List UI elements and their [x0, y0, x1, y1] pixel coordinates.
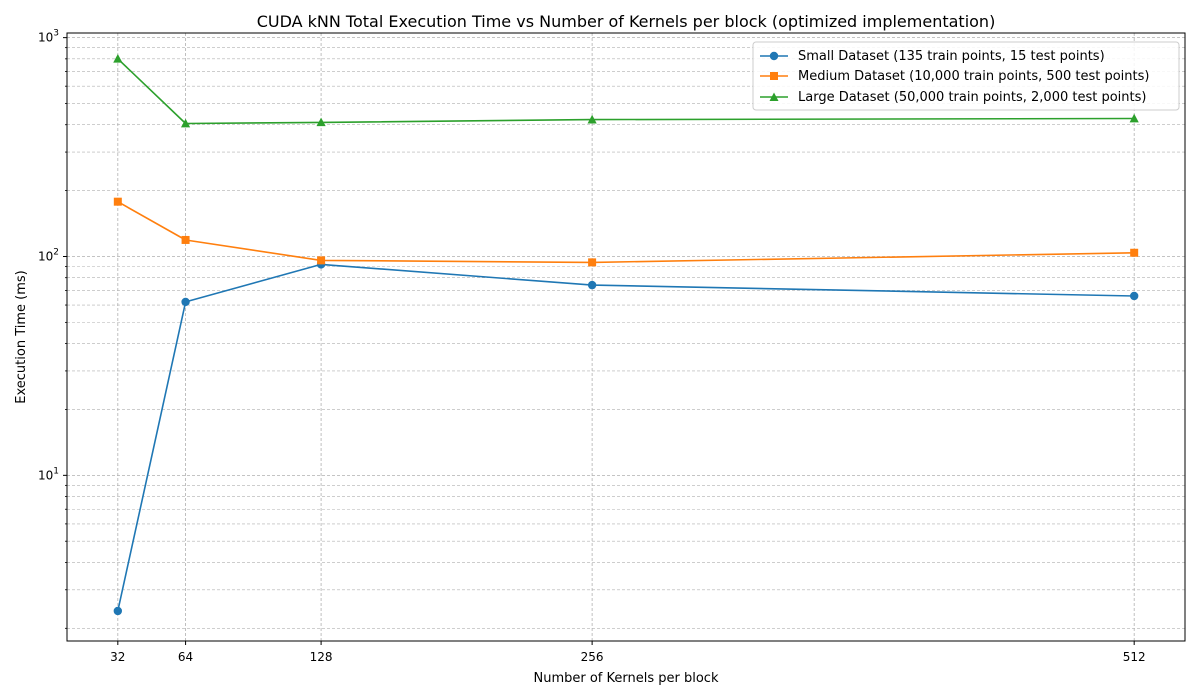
x-tick-label: 64: [178, 650, 193, 664]
series-line: [117, 201, 1135, 264]
data-point: [181, 297, 190, 307]
x-tick-label: 256: [581, 650, 604, 664]
chart-title: CUDA kNN Total Execution Time vs Number …: [257, 12, 996, 31]
data-point: [180, 118, 191, 128]
y-tick-label: 102: [38, 247, 59, 263]
series-line: [117, 263, 1135, 612]
x-axis-label: Number of Kernels per block: [534, 671, 719, 686]
legend-label-small: Small Dataset (135 train points, 15 test…: [798, 49, 1105, 64]
series-1: [113, 197, 1139, 267]
data-point: [113, 197, 122, 206]
legend: Small Dataset (135 train points, 15 test…: [752, 41, 1180, 111]
data-point: [113, 54, 123, 63]
plot-frame: [66, 32, 1186, 642]
series-layer: [113, 54, 1139, 616]
x-tick-label: 32: [110, 650, 125, 664]
data-point: [1130, 248, 1139, 257]
data-point: [588, 258, 597, 267]
data-point: [181, 235, 190, 244]
legend-entry-large: Large Dataset (50,000 train points, 2,00…: [760, 90, 1146, 105]
data-point: [316, 117, 326, 127]
y-tick-label: 103: [38, 29, 59, 45]
legend-label-medium: Medium Dataset (10,000 train points, 500…: [798, 69, 1149, 84]
legend-entry-medium: Medium Dataset (10,000 train points, 500…: [760, 69, 1149, 84]
data-point: [1129, 113, 1139, 123]
y-tick-label: 101: [38, 466, 59, 482]
ticks: 101 102 103 32 64 128 256 512: [38, 29, 1146, 664]
legend-marker-triangle: [769, 92, 779, 101]
legend-entry-small: Small Dataset (135 train points, 15 test…: [760, 49, 1105, 64]
legend-marker-circle: [769, 51, 779, 61]
data-point: [317, 256, 326, 265]
series-0: [113, 260, 1139, 616]
grid: [67, 33, 1185, 641]
legend-label-large: Large Dataset (50,000 train points, 2,00…: [798, 90, 1146, 105]
data-point: [587, 280, 597, 290]
legend-box: [752, 41, 1180, 111]
data-point: [587, 114, 597, 124]
data-point: [113, 606, 123, 616]
x-tick-label: 512: [1123, 650, 1146, 664]
data-point: [1129, 291, 1139, 301]
y-axis-label: Execution Time (ms): [14, 270, 29, 403]
legend-marker-square: [770, 72, 778, 80]
x-tick-label: 128: [310, 650, 333, 664]
series-2: [113, 54, 1139, 128]
